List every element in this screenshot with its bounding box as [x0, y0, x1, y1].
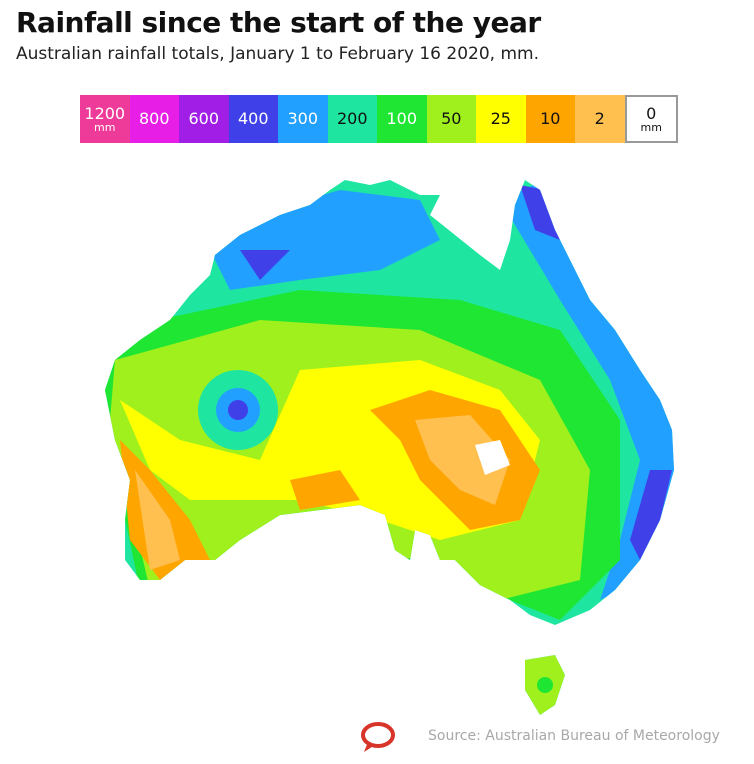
- legend-cell: 0 mm: [624, 95, 678, 143]
- legend-label: 25: [490, 109, 511, 128]
- source: Source: Australian Bureau of Meteorology: [428, 728, 720, 744]
- legend-cell: 1200 mm: [80, 95, 130, 143]
- legend-label: 600: [188, 109, 220, 128]
- legend-unit: mm: [640, 120, 662, 134]
- legend-label: 2: [594, 109, 605, 128]
- legend-cell: 800: [129, 95, 179, 143]
- legend-cell: 600: [179, 95, 229, 143]
- legend-cell: 100: [377, 95, 427, 143]
- legend-cell: 400: [228, 95, 278, 143]
- legend-cell: 10: [525, 95, 575, 143]
- title: Rainfall since the start of the year: [16, 6, 541, 39]
- logo: [361, 722, 395, 752]
- legend-unit: mm: [94, 120, 116, 134]
- legend-label: 10: [540, 109, 561, 128]
- subtitle: Australian rainfall totals, January 1 to…: [16, 44, 539, 64]
- legend-cell: 50: [426, 95, 476, 143]
- legend: 1200 mm 800 600 400 300 200 100 50 25 10 2 0 mm: [80, 95, 678, 143]
- legend-label: 50: [441, 109, 462, 128]
- legend-label: 800: [138, 109, 170, 128]
- legend-cell: 200: [327, 95, 377, 143]
- legend-label: 400: [237, 109, 269, 128]
- legend-cell: 25: [476, 95, 526, 143]
- legend-cell: 300: [278, 95, 328, 143]
- legend-label: 1200: [84, 103, 126, 123]
- rainfall-map: [105, 180, 674, 715]
- legend-cell: 2: [575, 95, 625, 143]
- legend-label: 100: [386, 109, 418, 128]
- legend-label: 0: [646, 103, 657, 123]
- legend-label: 300: [287, 109, 319, 128]
- legend-label: 200: [336, 109, 368, 128]
